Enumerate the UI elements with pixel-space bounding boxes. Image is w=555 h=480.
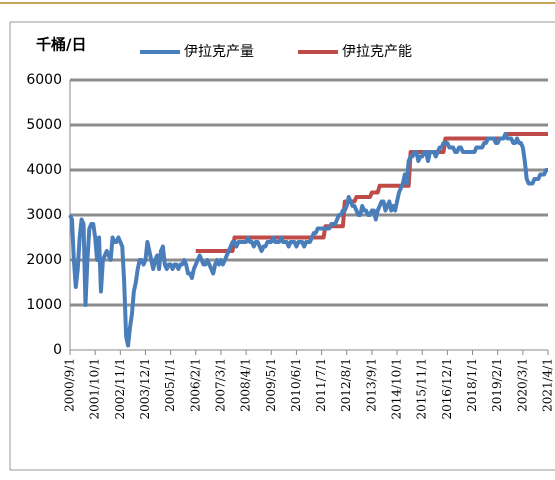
- x-tick-label: 2010/6/1: [289, 358, 303, 412]
- y-axis-label: 千桶/日: [36, 36, 86, 54]
- y-tick-label: 6000: [26, 72, 62, 88]
- x-tick-label: 2020/3/1: [515, 358, 529, 412]
- y-tick-label: 3000: [26, 207, 62, 223]
- x-tick-label: 2008/4/1: [239, 358, 253, 412]
- x-tick-label: 2000/9/1: [63, 358, 77, 412]
- x-tick-label: 2021/4/1: [541, 358, 555, 412]
- x-tick-label: 2011/7/1: [314, 358, 328, 412]
- x-tick-label: 2002/11/1: [113, 358, 127, 420]
- y-tick-label: 1000: [26, 297, 62, 313]
- legend-label: 伊拉克产能: [342, 44, 412, 60]
- x-tick-label: 2015/11/1: [415, 358, 429, 420]
- x-tick-label: 2013/9/1: [364, 358, 378, 412]
- y-tick-label: 4000: [26, 162, 62, 178]
- x-tick-label: 2018/1/1: [465, 358, 479, 412]
- x-tick-label: 2007/3/1: [213, 358, 227, 412]
- x-tick-label: 2019/2/1: [490, 358, 504, 412]
- x-tick-label: 2001/10/1: [88, 358, 102, 420]
- series-line: [195, 132, 549, 253]
- x-tick-label: 2016/12/1: [440, 358, 454, 420]
- frame: [9, 21, 555, 471]
- x-tick-label: 2005/1/1: [163, 358, 177, 412]
- x-tick-label: 2012/8/1: [339, 358, 353, 412]
- x-tick-label: 2009/5/1: [264, 358, 278, 412]
- legend-label: 伊拉克产量: [184, 44, 254, 60]
- y-tick-label: 2000: [26, 252, 62, 268]
- y-tick-label: 5000: [26, 117, 62, 133]
- x-tick-label: 2003/12/1: [138, 358, 152, 420]
- x-tick-label: 2006/2/1: [188, 358, 202, 412]
- series-line: [68, 132, 549, 348]
- x-tick-label: 2014/10/1: [390, 358, 404, 420]
- y-tick-label: 0: [53, 342, 62, 358]
